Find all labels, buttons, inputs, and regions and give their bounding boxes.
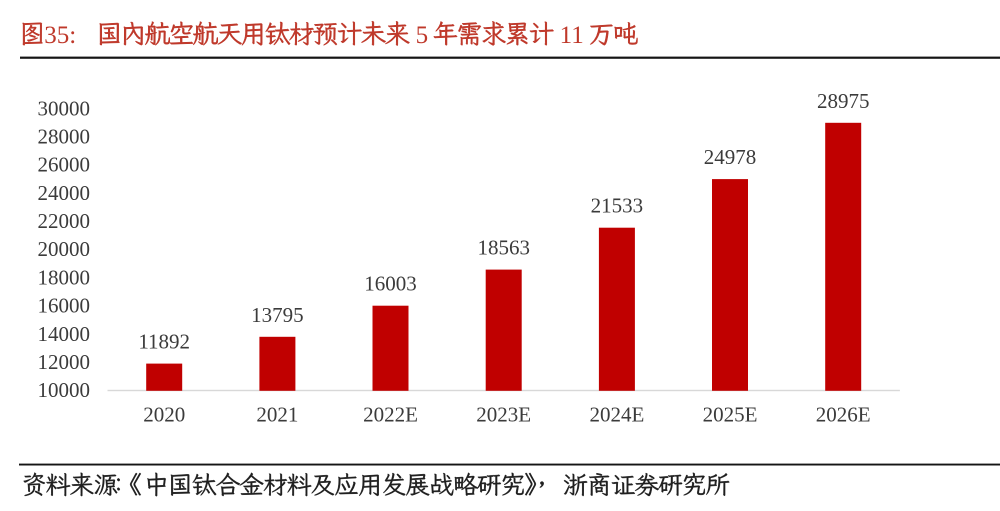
svg-text:26000: 26000 xyxy=(38,153,91,177)
svg-text:2024E: 2024E xyxy=(589,402,644,426)
svg-text:12000: 12000 xyxy=(38,350,91,374)
svg-text:2026E: 2026E xyxy=(816,402,871,426)
svg-text:28000: 28000 xyxy=(38,125,91,149)
svg-text:2025E: 2025E xyxy=(703,402,758,426)
svg-text:20000: 20000 xyxy=(38,237,91,261)
svg-text:28975: 28975 xyxy=(817,89,870,113)
svg-text:2022E: 2022E xyxy=(363,402,418,426)
svg-text:16000: 16000 xyxy=(38,294,91,318)
svg-text:35:: 35: xyxy=(44,22,76,49)
svg-text:16003: 16003 xyxy=(364,272,417,296)
svg-text:24978: 24978 xyxy=(704,145,757,169)
svg-text:24000: 24000 xyxy=(38,181,91,205)
svg-text:13795: 13795 xyxy=(251,303,304,327)
svg-text:22000: 22000 xyxy=(38,209,91,233)
svg-text:10000: 10000 xyxy=(38,378,91,402)
svg-text:2020: 2020 xyxy=(143,402,185,426)
svg-text:18000: 18000 xyxy=(38,265,91,289)
svg-text:2021: 2021 xyxy=(256,402,298,426)
svg-text:14000: 14000 xyxy=(38,322,91,346)
svg-text:11: 11 xyxy=(553,22,590,49)
svg-text:18563: 18563 xyxy=(477,236,530,260)
svg-text:30000: 30000 xyxy=(38,96,91,120)
svg-text:11892: 11892 xyxy=(138,330,190,354)
svg-text:21533: 21533 xyxy=(591,194,644,218)
svg-text:5: 5 xyxy=(409,22,434,49)
svg-text:2023E: 2023E xyxy=(476,402,531,426)
